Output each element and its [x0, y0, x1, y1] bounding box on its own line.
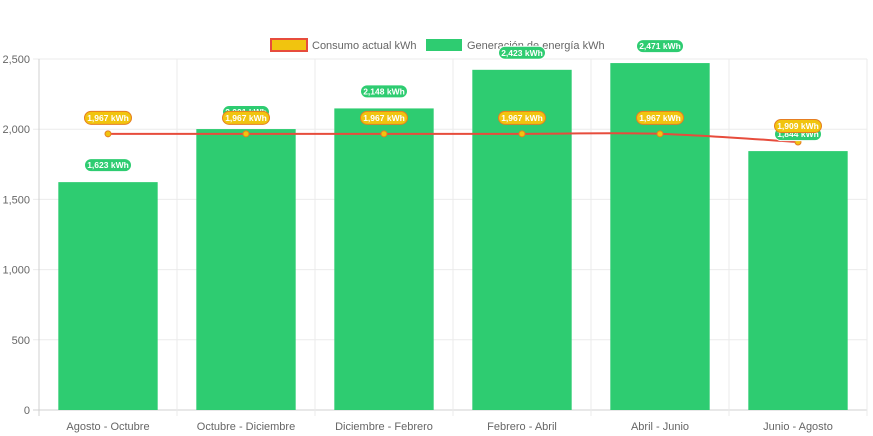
point-consumo[interactable] [518, 130, 526, 138]
x-tick-label: Junio - Agosto [763, 421, 833, 433]
legend-swatch-generacion[interactable] [426, 39, 462, 51]
y-tick-label: 500 [12, 335, 30, 347]
data-label-generacion-bg [360, 84, 408, 99]
data-label-generacion: 1,844 kWh [777, 129, 819, 139]
point-consumo[interactable] [242, 130, 250, 138]
data-label-consumo: 1,967 kWh [363, 113, 405, 123]
point-consumo[interactable] [656, 130, 664, 138]
x-tick-label: Agosto - Octubre [66, 421, 149, 433]
data-label-generacion: 1,623 kWh [87, 160, 129, 170]
bar-generacion[interactable] [58, 182, 158, 410]
legend: Consumo actual kWh Generación de energía… [270, 38, 605, 52]
y-tick-label: 2,000 [2, 124, 30, 136]
data-label-consumo: 1,967 kWh [87, 113, 129, 123]
grid [33, 58, 868, 416]
data-label-consumo: 1,967 kWh [225, 113, 267, 123]
y-tick-label: 2,500 [2, 54, 30, 66]
y-tick-label: 0 [24, 405, 30, 417]
bar-generacion[interactable] [748, 151, 848, 410]
data-label-consumo-bg [774, 118, 822, 133]
bar-generacion[interactable] [472, 69, 572, 411]
x-tick-label: Diciembre - Febrero [335, 421, 433, 433]
data-label-consumo-bg [360, 110, 408, 125]
data-label-consumo-bg [498, 110, 546, 125]
point-consumo[interactable] [104, 130, 112, 138]
data-label-generacion-bg [498, 45, 546, 60]
line-series [104, 130, 802, 146]
bar-generacion[interactable] [196, 129, 296, 410]
data-label-consumo: 1,967 kWh [501, 113, 543, 123]
point-consumo[interactable] [380, 130, 388, 138]
data-label-consumo: 1,967 kWh [639, 113, 681, 123]
data-label-generacion: 2,423 kWh [501, 48, 543, 58]
y-tick-label: 1,000 [2, 265, 30, 277]
data-label-consumo-bg [222, 110, 270, 125]
axes: 0 500 1,000 1,500 2,000 2,500 Agosto - Octubre… [2, 54, 832, 433]
data-label-consumo: 1,909 kWh [777, 121, 819, 131]
x-tick-label: Febrero - Abril [487, 421, 557, 433]
data-label-consumo-bg [636, 110, 684, 125]
line-consumo [108, 132, 799, 143]
legend-swatch-consumo[interactable] [270, 38, 308, 52]
data-label-generacion: 2,148 kWh [363, 86, 405, 96]
x-tick-label: Abril - Junio [631, 421, 689, 433]
bar-generacion[interactable] [334, 108, 434, 410]
y-tick-label: 1,500 [2, 194, 30, 206]
data-label-generacion-bg [84, 158, 132, 173]
data-label-consumo-bg [84, 110, 132, 125]
x-tick-label: Octubre - Diciembre [197, 421, 295, 433]
legend-label-consumo[interactable]: Consumo actual kWh [312, 40, 417, 52]
data-label-generacion: 2,471 kWh [639, 41, 681, 51]
data-label-generacion-bg [636, 39, 684, 54]
bar-series [58, 63, 848, 411]
